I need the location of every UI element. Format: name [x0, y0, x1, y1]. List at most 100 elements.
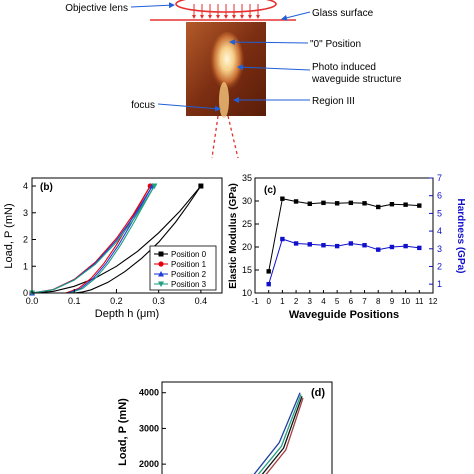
arrow-waveguide	[237, 64, 311, 71]
panel-c-label: (c)	[264, 185, 276, 196]
y2-tick-label: 4	[437, 226, 442, 236]
y-tick-label: 25	[242, 219, 252, 229]
series-marker	[158, 261, 164, 267]
label-waveguide-line2: waveguide structure	[311, 74, 402, 85]
hardness-point	[280, 236, 285, 242]
modulus-point	[280, 196, 285, 201]
legend-entry: Position 0	[171, 250, 207, 259]
series-0-unloading-line	[74, 185, 202, 294]
x-tick-label: 0.3	[152, 296, 165, 306]
y-tick-label: 3	[23, 208, 28, 218]
x-tick-label: 0.0	[26, 296, 39, 306]
hardness-point	[321, 243, 326, 248]
panel-d-series-3-line	[265, 397, 304, 474]
y2-tick-label: 7	[437, 173, 442, 183]
hardness-point	[417, 245, 422, 251]
panel-b-plot-frame	[31, 177, 223, 294]
laser-ray-head	[256, 15, 260, 19]
y-tick-label: 2000	[139, 459, 159, 469]
laser-ray-head	[232, 15, 236, 19]
x-tick-label: -1	[251, 297, 259, 306]
x-tick-label: 8	[376, 297, 381, 306]
arrow-focus	[157, 103, 221, 112]
panel-d-plot-frame	[161, 381, 333, 474]
panel-b-label: (b)	[40, 182, 53, 193]
laser-ray-head	[208, 15, 212, 19]
x-tick-label: 9	[390, 297, 395, 306]
modulus-point	[266, 269, 271, 274]
modulus-point	[389, 202, 395, 207]
series-1-unloading-line	[65, 185, 151, 294]
focus-line-right	[227, 115, 239, 159]
series-marker	[158, 271, 164, 277]
y2-tick-label: 6	[437, 191, 442, 201]
hardness-point	[293, 241, 299, 246]
y-tick-label: 3000	[139, 423, 159, 433]
laser-ray-head	[192, 15, 196, 19]
panel-d-series-2-line	[261, 396, 303, 474]
x-tick-label: 0	[266, 297, 271, 306]
x-tick-label: 0.2	[110, 296, 123, 306]
arrow-objective-lens	[130, 2, 175, 9]
panel-c-modulus-hardness-chart: (c) -1 0 1 2 3 4 5 6 7 8 9 10 11 12101520253035123456…	[228, 173, 466, 321]
x-tick-label: 0.1	[68, 296, 81, 306]
label-focus: focus	[131, 100, 155, 111]
hardness-point	[348, 241, 354, 246]
arrow-glass-surface	[281, 11, 311, 21]
modulus-point	[403, 202, 408, 207]
panel-a-schematic: Objective lens Glass surface "0" Positio…	[65, 0, 402, 159]
series-3-unloading-line	[69, 185, 155, 294]
label-zero-position: "0" Position	[310, 39, 361, 50]
panel-d-series-1-line	[257, 394, 302, 474]
y2-tick-label: 5	[437, 208, 442, 218]
y-tick-label: 1	[23, 261, 28, 271]
modulus-line	[268, 198, 420, 272]
x-tick-label: 11	[415, 297, 424, 306]
x-tick-label: 10	[401, 297, 410, 306]
modulus-point	[334, 201, 340, 206]
y-tick-label: 4	[23, 181, 28, 191]
panel-b-load-depth-chart: (b) 0.0 0.1 0.2 0.3 0.4 0 1 2 3 4 Depth h (μm) Lo…	[3, 177, 223, 320]
legend-entry: Position 2	[171, 270, 207, 279]
panel-d-load-chart: (d) 2000 3000 4000 Load, P (mN)	[117, 381, 333, 474]
series-2-unloading-line	[67, 185, 153, 294]
hardness-point	[389, 244, 395, 250]
modulus-point	[307, 201, 312, 206]
panel-d-ylabel: Load, P (mN)	[117, 398, 129, 466]
hardness-line	[268, 238, 420, 285]
hardness-point	[362, 243, 367, 248]
series-3-loading-line	[31, 185, 155, 294]
panel-b-xlabel: Depth h (μm)	[95, 308, 159, 320]
series-0-loading-line	[31, 185, 202, 294]
x-tick-label: 7	[362, 297, 367, 306]
hardness-point	[376, 247, 381, 252]
panel-d-label: (d)	[311, 387, 325, 399]
y-tick-label: 10	[242, 288, 252, 298]
modulus-point	[321, 200, 326, 206]
waveguide-structure	[210, 32, 244, 92]
x-tick-label: 3	[308, 297, 313, 306]
label-objective-lens: Objective lens	[65, 3, 128, 14]
arrow-zero-position	[229, 39, 309, 46]
legend-entry: Position 3	[171, 280, 207, 289]
x-tick-label: 5	[335, 297, 340, 306]
focus-line-left	[211, 115, 219, 159]
panel-c-ylabel: Elastic Modulus (GPa)	[228, 183, 239, 289]
x-tick-label: 4	[321, 297, 326, 306]
modulus-point	[293, 199, 299, 204]
series-marker	[158, 281, 164, 287]
y-tick-label: 0	[23, 288, 28, 298]
y-tick-label: 35	[242, 173, 252, 183]
laser-ray-head	[248, 15, 252, 19]
waveguide-tail	[219, 82, 229, 118]
label-glass-surface: Glass surface	[312, 8, 374, 19]
y2-tick-label: 3	[437, 244, 442, 254]
modulus-point	[348, 200, 354, 206]
hardness-point	[403, 243, 408, 249]
laser-ray-head	[240, 15, 244, 19]
modulus-point	[417, 203, 422, 208]
series-marker	[151, 183, 158, 190]
series-1-loading-line	[31, 185, 151, 294]
y2-tick-label: 1	[437, 279, 442, 289]
